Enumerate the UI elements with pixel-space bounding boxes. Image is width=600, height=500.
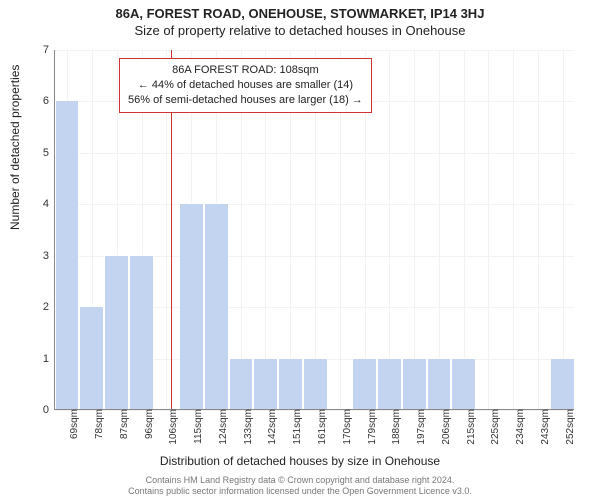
footer-attribution: Contains HM Land Registry data © Crown c…: [0, 475, 600, 498]
histogram-bar: [278, 358, 303, 409]
annotation-line1: 86A FOREST ROAD: 108sqm: [128, 63, 363, 78]
footer-line1: Contains HM Land Registry data © Crown c…: [0, 475, 600, 486]
plot-area: 0123456769sqm78sqm87sqm96sqm106sqm115sqm…: [54, 50, 574, 410]
gridline-v: [389, 50, 390, 409]
histogram-bar: [402, 358, 427, 409]
histogram-bar: [451, 358, 476, 409]
ytick-label: 5: [43, 147, 49, 159]
histogram-bar: [303, 358, 328, 409]
annotation-line2: ← 44% of detached houses are smaller (14…: [128, 78, 363, 93]
gridline-v: [538, 50, 539, 409]
footer-line2: Contains public sector information licen…: [0, 486, 600, 497]
ytick-label: 7: [43, 44, 49, 56]
ytick-label: 0: [43, 404, 49, 416]
ytick-label: 6: [43, 95, 49, 107]
xtick-label: 225sqm: [486, 409, 501, 445]
xtick-label: 87sqm: [115, 409, 130, 439]
histogram-bar: [550, 358, 575, 409]
page-title: 86A, FOREST ROAD, ONEHOUSE, STOWMARKET, …: [0, 0, 600, 21]
annotation-box: 86A FOREST ROAD: 108sqm← 44% of detached…: [119, 58, 372, 113]
histogram-bar: [179, 203, 204, 409]
ytick-label: 1: [43, 353, 49, 365]
gridline-v: [488, 50, 489, 409]
xtick-label: 142sqm: [263, 409, 278, 445]
histogram-bar: [104, 255, 129, 409]
annotation-line3: 56% of semi-detached houses are larger (…: [128, 93, 363, 108]
gridline-v: [464, 50, 465, 409]
ytick-label: 3: [43, 250, 49, 262]
xtick-label: 106sqm: [164, 409, 179, 445]
histogram-bar: [129, 255, 154, 409]
xtick-label: 69sqm: [65, 409, 80, 439]
histogram-bar: [377, 358, 402, 409]
xtick-label: 96sqm: [140, 409, 155, 439]
ytick-label: 2: [43, 301, 49, 313]
histogram-bar: [204, 203, 229, 409]
chart-subtitle: Size of property relative to detached ho…: [0, 21, 600, 38]
xtick-label: 252sqm: [561, 409, 576, 445]
xtick-label: 197sqm: [412, 409, 427, 445]
histogram-chart: 0123456769sqm78sqm87sqm96sqm106sqm115sqm…: [54, 50, 574, 410]
xtick-label: 243sqm: [536, 409, 551, 445]
gridline-v: [414, 50, 415, 409]
xtick-label: 133sqm: [239, 409, 254, 445]
xtick-label: 215sqm: [462, 409, 477, 445]
xtick-label: 170sqm: [338, 409, 353, 445]
histogram-bar: [352, 358, 377, 409]
xaxis-label: Distribution of detached houses by size …: [0, 454, 600, 468]
yaxis-label: Number of detached properties: [8, 65, 22, 230]
gridline-v: [563, 50, 564, 409]
gridline-v: [439, 50, 440, 409]
xtick-label: 206sqm: [437, 409, 452, 445]
xtick-label: 124sqm: [214, 409, 229, 445]
xtick-label: 234sqm: [511, 409, 526, 445]
xtick-label: 78sqm: [90, 409, 105, 439]
xtick-label: 161sqm: [313, 409, 328, 445]
ytick-label: 4: [43, 198, 49, 210]
xtick-label: 151sqm: [288, 409, 303, 445]
xtick-label: 115sqm: [189, 409, 204, 444]
histogram-bar: [253, 358, 278, 409]
xtick-label: 179sqm: [363, 409, 378, 445]
histogram-bar: [229, 358, 253, 409]
xtick-label: 188sqm: [387, 409, 402, 445]
histogram-bar: [427, 358, 451, 409]
histogram-bar: [55, 100, 79, 409]
gridline-v: [513, 50, 514, 409]
histogram-bar: [79, 306, 104, 409]
